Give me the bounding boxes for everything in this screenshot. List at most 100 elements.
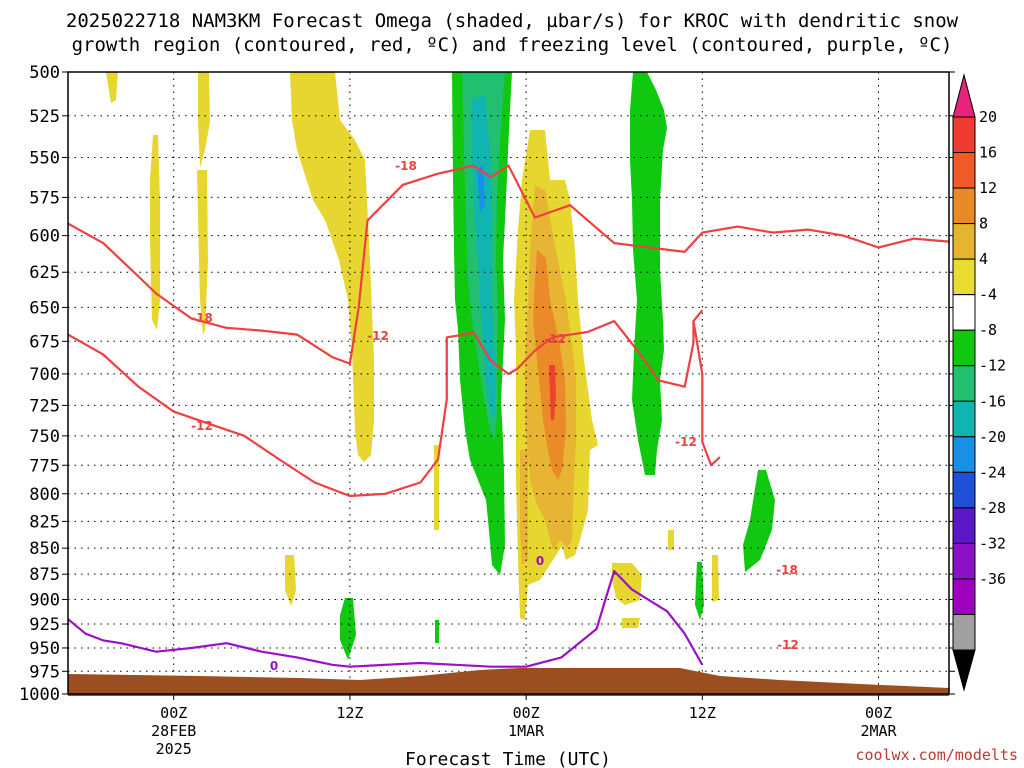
credit-text: coolwx.com/modelts [855, 746, 1018, 764]
contour-label: -12 [675, 435, 697, 449]
contour-label: 0 [270, 659, 278, 673]
contours: -18 -18 -12 -12 -12 -12 -18 -12 0 0 [67, 159, 950, 673]
contour-line [67, 309, 704, 498]
x-tick-label: 12Z [689, 704, 716, 722]
y-tick-label: 950 [29, 639, 60, 659]
omega-fill-green-2 [630, 72, 667, 475]
x-tick-label: 1MAR [508, 722, 545, 740]
surface-terrain [68, 668, 949, 696]
omega-fill-gold-low [520, 450, 528, 565]
contour-label: -12 [367, 329, 389, 343]
colorbar-box [952, 436, 976, 473]
y-tick-label: 975 [29, 662, 60, 682]
y-tick-label: 800 [29, 485, 60, 505]
colorbar-label: 20 [979, 108, 997, 126]
colorbar-box [952, 258, 976, 296]
contour-line [67, 164, 950, 365]
omega-fill-yellow-4 [197, 170, 208, 335]
colorbar-arrow-bottom [952, 649, 976, 692]
y-axis: 500 525 550 575 600 625 650 675 700 725 750 775 800 8… [19, 63, 955, 705]
colorbar-box [952, 542, 976, 580]
chart-title-line-2: growth region (contoured, red, ºC) and f… [72, 34, 953, 56]
colorbar-box [952, 187, 976, 225]
omega-fill-yellow-12 [712, 555, 719, 602]
omega-fill-red [549, 365, 556, 420]
y-tick-label: 775 [29, 456, 60, 476]
colorbar-label: -12 [979, 357, 1006, 375]
contour-label: 0 [536, 554, 544, 568]
y-tick-label: 525 [29, 107, 60, 127]
y-tick-label: 1000 [19, 685, 60, 705]
x-tick-label: 00Z [865, 704, 892, 722]
contour-label: -12 [191, 419, 213, 433]
contour-label: -18 [395, 159, 417, 173]
omega-fill-blue-1 [477, 165, 485, 212]
y-tick-label: 825 [29, 512, 60, 532]
x-tick-label: 2MAR [860, 722, 897, 740]
y-tick-label: 900 [29, 590, 60, 610]
colorbar: 20 16 12 8 4 -4 -8 -12 -16 -20 -24 -28 -32 -36 [952, 73, 1006, 692]
omega-shading-strong-positive [520, 185, 576, 565]
colorbar-label: -16 [979, 392, 1006, 410]
x-tick-label: 00Z [160, 704, 187, 722]
omega-fill-yellow-5 [290, 72, 374, 462]
contour-line [692, 320, 721, 467]
contour-label: -18 [776, 563, 798, 577]
colorbar-box [952, 613, 976, 651]
y-tick-label: 675 [29, 332, 60, 352]
contour-label: -18 [191, 311, 213, 325]
colorbar-label: 8 [979, 215, 988, 233]
colorbar-box [952, 294, 976, 331]
colorbar-box [952, 507, 976, 544]
contour-label: -12 [777, 638, 799, 652]
colorbar-box [952, 471, 976, 509]
plot-area [68, 72, 949, 692]
omega-fill-green-5 [435, 620, 439, 643]
colorbar-box [952, 223, 976, 260]
omega-fill-green-6 [695, 562, 704, 620]
omega-fill-yellow-6 [285, 555, 296, 606]
colorbar-box [952, 365, 976, 402]
y-tick-label: 600 [29, 227, 60, 247]
chart-title-line-1: 2025022718 NAM3KM Forecast Omega (shaded… [66, 10, 959, 32]
omega-fill-yellow-2 [198, 72, 210, 168]
x-tick-label: 12Z [336, 704, 363, 722]
colorbar-box [952, 578, 976, 615]
omega-fill-yellow-11 [668, 530, 674, 550]
y-tick-label: 875 [29, 565, 60, 585]
colorbar-arrow-top [952, 73, 976, 118]
y-tick-label: 750 [29, 427, 60, 447]
omega-fill-yellow-7 [434, 445, 439, 530]
y-tick-label: 725 [29, 396, 60, 416]
colorbar-label: 4 [979, 250, 988, 268]
x-tick-label: 2025 [156, 740, 192, 758]
omega-fill-yellow-1 [106, 72, 118, 103]
y-tick-label: 575 [29, 188, 60, 208]
omega-fill-green-3 [743, 470, 775, 572]
x-tick-label: 00Z [513, 704, 540, 722]
y-tick-label: 925 [29, 615, 60, 635]
y-tick-label: 625 [29, 263, 60, 283]
plot-border [67, 71, 950, 695]
y-tick-label: 850 [29, 539, 60, 559]
colorbar-box [952, 116, 976, 154]
colorbar-label: -20 [979, 428, 1006, 446]
omega-fill-green-4 [340, 598, 356, 660]
x-tick-label: 28FEB [151, 722, 196, 740]
colorbar-box [952, 400, 976, 438]
omega-fill-yellow-10 [622, 618, 640, 628]
colorbar-label: -4 [979, 286, 997, 304]
y-tick-label: 500 [29, 63, 60, 83]
contour-label: -12 [544, 332, 566, 346]
colorbar-label: 12 [979, 179, 997, 197]
y-tick-label: 550 [29, 149, 60, 169]
y-tick-label: 650 [29, 298, 60, 318]
y-tick-label: 700 [29, 365, 60, 385]
contour-line [67, 570, 704, 668]
colorbar-box [952, 152, 976, 189]
omega-fill-yellow-3 [150, 135, 160, 330]
colorbar-label: -32 [979, 534, 1006, 552]
colorbar-label: -28 [979, 499, 1006, 517]
